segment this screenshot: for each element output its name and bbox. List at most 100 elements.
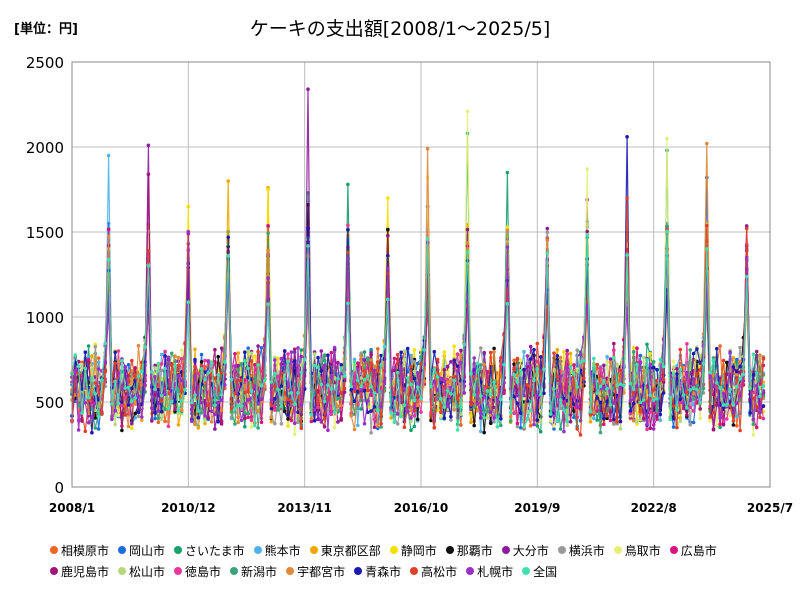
data-point — [711, 384, 716, 389]
data-point — [233, 364, 237, 368]
data-point — [641, 398, 646, 402]
data-point — [176, 355, 181, 360]
legend-item: さいたま市 — [174, 542, 245, 558]
data-point — [735, 384, 739, 389]
data-point — [595, 391, 599, 395]
data-point — [239, 378, 244, 383]
data-point — [276, 356, 280, 361]
data-point — [592, 411, 596, 415]
data-point — [86, 344, 91, 348]
data-point — [395, 412, 400, 416]
data-point — [602, 422, 606, 427]
data-point — [731, 423, 736, 427]
data-point — [625, 253, 629, 257]
data-point — [349, 413, 354, 418]
data-point — [402, 403, 407, 407]
data-point — [249, 359, 254, 363]
data-point — [415, 361, 420, 366]
data-point — [176, 411, 181, 416]
data-point — [183, 388, 187, 392]
data-point — [140, 415, 144, 419]
data-point — [332, 425, 337, 430]
data-point — [605, 354, 609, 359]
data-point — [731, 365, 736, 369]
data-point — [415, 371, 420, 375]
data-point — [386, 196, 390, 200]
data-point — [96, 427, 101, 431]
data-point — [419, 362, 423, 366]
data-point — [595, 362, 599, 367]
data-point — [545, 230, 550, 234]
data-point — [415, 385, 420, 389]
data-point — [528, 408, 533, 413]
legend-item: 徳島市 — [174, 563, 221, 579]
data-point — [459, 353, 463, 358]
data-point — [93, 345, 98, 349]
data-point — [678, 419, 683, 424]
data-point — [206, 416, 211, 420]
data-point — [565, 352, 569, 356]
data-point — [93, 416, 98, 420]
data-point — [612, 341, 616, 346]
data-point — [113, 350, 117, 355]
data-point — [618, 419, 623, 424]
data-point — [628, 411, 633, 416]
data-point — [469, 371, 473, 376]
data-point — [691, 377, 696, 381]
data-point — [711, 427, 716, 432]
data-point — [379, 421, 383, 426]
data-point — [273, 408, 277, 412]
legend-swatch-icon — [445, 546, 454, 554]
data-point — [120, 358, 124, 363]
data-point — [299, 348, 304, 352]
data-point — [538, 419, 543, 424]
data-point — [455, 428, 460, 432]
data-point — [725, 403, 729, 407]
chart-title: ケーキの支出額[2008/1～2025/5] — [249, 18, 551, 40]
data-point — [708, 418, 712, 423]
data-point — [223, 383, 227, 387]
data-point — [282, 409, 287, 414]
data-point — [362, 388, 367, 393]
data-point — [592, 416, 596, 421]
data-point — [502, 381, 506, 385]
data-point — [362, 421, 367, 426]
data-point — [575, 348, 579, 353]
data-point — [379, 425, 383, 429]
data-point — [86, 420, 91, 425]
data-point — [542, 391, 546, 396]
data-point — [196, 415, 201, 420]
data-point — [216, 373, 220, 377]
data-point — [675, 408, 679, 412]
legend-item: 岡山市 — [118, 542, 165, 558]
plot-border — [71, 61, 771, 488]
data-point — [588, 415, 593, 420]
data-point — [635, 362, 639, 367]
data-point — [150, 406, 154, 411]
data-point — [379, 353, 383, 358]
data-point — [376, 360, 380, 364]
data-point — [728, 414, 732, 418]
data-point — [126, 403, 131, 407]
data-point — [243, 390, 247, 395]
data-point — [758, 415, 762, 420]
data-point — [425, 237, 430, 241]
data-point — [246, 415, 250, 420]
data-point — [193, 422, 197, 427]
data-point — [721, 403, 726, 407]
data-point — [179, 348, 184, 353]
data-point — [688, 405, 692, 410]
data-point — [153, 416, 157, 421]
data-point — [631, 397, 636, 402]
data-point — [76, 393, 81, 397]
data-point — [485, 389, 490, 393]
data-point — [535, 393, 540, 398]
data-point — [655, 367, 659, 372]
data-point — [618, 426, 623, 431]
data-point — [522, 349, 526, 354]
data-point — [342, 374, 347, 379]
data-point — [282, 391, 287, 395]
data-point — [133, 416, 137, 420]
data-point — [322, 417, 327, 421]
data-point — [339, 366, 344, 370]
